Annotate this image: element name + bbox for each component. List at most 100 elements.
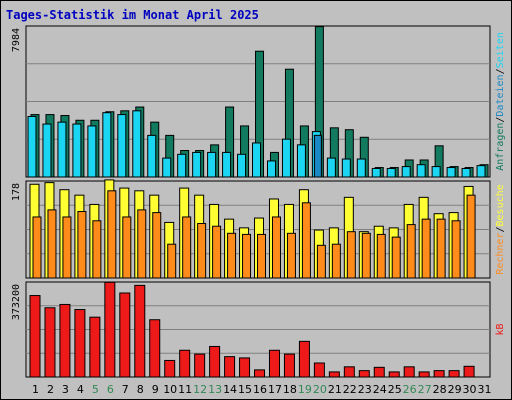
bar-rechner <box>421 218 431 279</box>
bar-kb <box>283 353 295 378</box>
x-tick-label: 6 <box>107 383 114 396</box>
bar-dateien <box>87 125 97 178</box>
bar-rechner <box>77 211 87 279</box>
bar-kb <box>298 340 310 378</box>
visits-panel: 178 Rechner/Besuche <box>11 179 506 279</box>
x-tick-label: 8 <box>137 383 144 396</box>
bar-kb <box>149 319 161 378</box>
bar-rechner <box>257 233 267 279</box>
bar-dateien <box>162 157 172 178</box>
bar-rechner <box>376 233 386 279</box>
bar-rechner <box>197 223 207 279</box>
bar-dateien <box>356 158 366 178</box>
bar-kb <box>433 370 445 378</box>
bar-kb <box>44 307 56 378</box>
bar-dateien <box>476 165 486 178</box>
bar-dateien <box>461 167 471 178</box>
x-tick-label: 14 <box>223 383 237 396</box>
bar-rechner <box>346 231 356 279</box>
bar-rechner <box>182 216 192 279</box>
bar-rechner <box>242 233 252 279</box>
bar-dateien <box>117 114 127 178</box>
x-tick-label: 24 <box>373 383 387 396</box>
bar-kb <box>179 349 191 378</box>
bar-kb <box>194 353 206 378</box>
bar-rechner <box>227 232 237 279</box>
bar-rechner <box>406 224 416 279</box>
bar-dateien <box>27 115 37 178</box>
bar-rechner <box>122 216 132 279</box>
legend-entry: Rechner <box>495 233 506 275</box>
x-tick-label: 23 <box>358 383 372 396</box>
bar-kb <box>74 309 86 378</box>
bar-dateien <box>386 167 396 178</box>
bar-rechner <box>47 209 57 279</box>
bar-dateien <box>147 134 157 178</box>
x-tick-label: 16 <box>253 383 267 396</box>
x-tick-label: 1 <box>32 383 39 396</box>
legend-entry: / <box>495 68 506 74</box>
bar-dateien <box>371 167 381 178</box>
bar-dateien <box>281 138 291 178</box>
bar-rechner <box>466 194 476 279</box>
bar-rechner <box>92 220 102 279</box>
bar-kb <box>104 281 116 378</box>
right-axis-legend: kB <box>495 323 506 335</box>
legend-entry: Besuche <box>495 184 506 226</box>
bar-dateien <box>222 151 232 178</box>
bar-rechner <box>331 243 341 279</box>
bar-kb <box>448 370 460 378</box>
day-labels: 1 2 3 4 5 6 7 8 9 10 11 12 13 14 15 16 17 18 19 20 21 22 23 24 2… <box>32 383 492 396</box>
bar-rechner <box>152 212 162 279</box>
x-tick-label: 31 <box>478 383 492 396</box>
bar-dateien <box>401 166 411 178</box>
x-tick-label: 13 <box>208 383 222 396</box>
bar-kb <box>164 359 176 378</box>
legend-entry: Anfragen <box>495 123 506 171</box>
bar-kb <box>358 370 370 378</box>
bar-dateien <box>416 164 426 178</box>
bar-dateien <box>326 157 336 178</box>
bar-dateien <box>341 158 351 178</box>
bar-kb <box>134 284 146 378</box>
bar-dateien <box>296 144 306 178</box>
x-tick-label: 11 <box>178 383 192 396</box>
bar-kb <box>328 371 340 378</box>
bar-dateien <box>237 153 247 178</box>
x-tick-label: 26 <box>403 383 417 396</box>
x-tick-label: 17 <box>268 383 282 396</box>
bar-rechner <box>286 232 296 279</box>
legend-entry: kB <box>495 323 506 335</box>
x-tick-label: 20 <box>313 383 327 396</box>
bar-rechner <box>32 216 42 279</box>
x-tick-label: 12 <box>193 383 207 396</box>
x-tick-label: 28 <box>433 383 447 396</box>
bar-kb <box>209 345 221 378</box>
bar-rechner <box>167 243 177 279</box>
y-axis-max-label: 373200 <box>11 284 22 320</box>
bar-rechner <box>137 209 147 279</box>
bar-dateien <box>207 151 217 178</box>
x-tick-label: 9 <box>152 383 159 396</box>
y-axis-max-label: 178 <box>11 183 22 201</box>
bar-kb <box>418 371 430 378</box>
bar-seiten <box>313 134 322 178</box>
bar-kb <box>388 371 400 378</box>
bar-dateien <box>57 121 67 178</box>
bar-rechner <box>316 244 326 279</box>
bar-dateien <box>431 166 441 178</box>
chart-title: Tages-Statistik im Monat April 2025 <box>6 8 259 22</box>
bar-rechner <box>271 216 281 279</box>
legend-entry: Dateien <box>495 74 506 116</box>
bar-kb <box>119 292 131 378</box>
bar-dateien <box>102 112 112 178</box>
kb-panel: 373200 kB <box>11 281 506 378</box>
bar-kb <box>239 357 251 378</box>
bar-dateien <box>72 123 82 178</box>
bar-dateien <box>42 123 52 178</box>
bar-dateien <box>266 160 276 178</box>
x-tick-label: 29 <box>448 383 462 396</box>
